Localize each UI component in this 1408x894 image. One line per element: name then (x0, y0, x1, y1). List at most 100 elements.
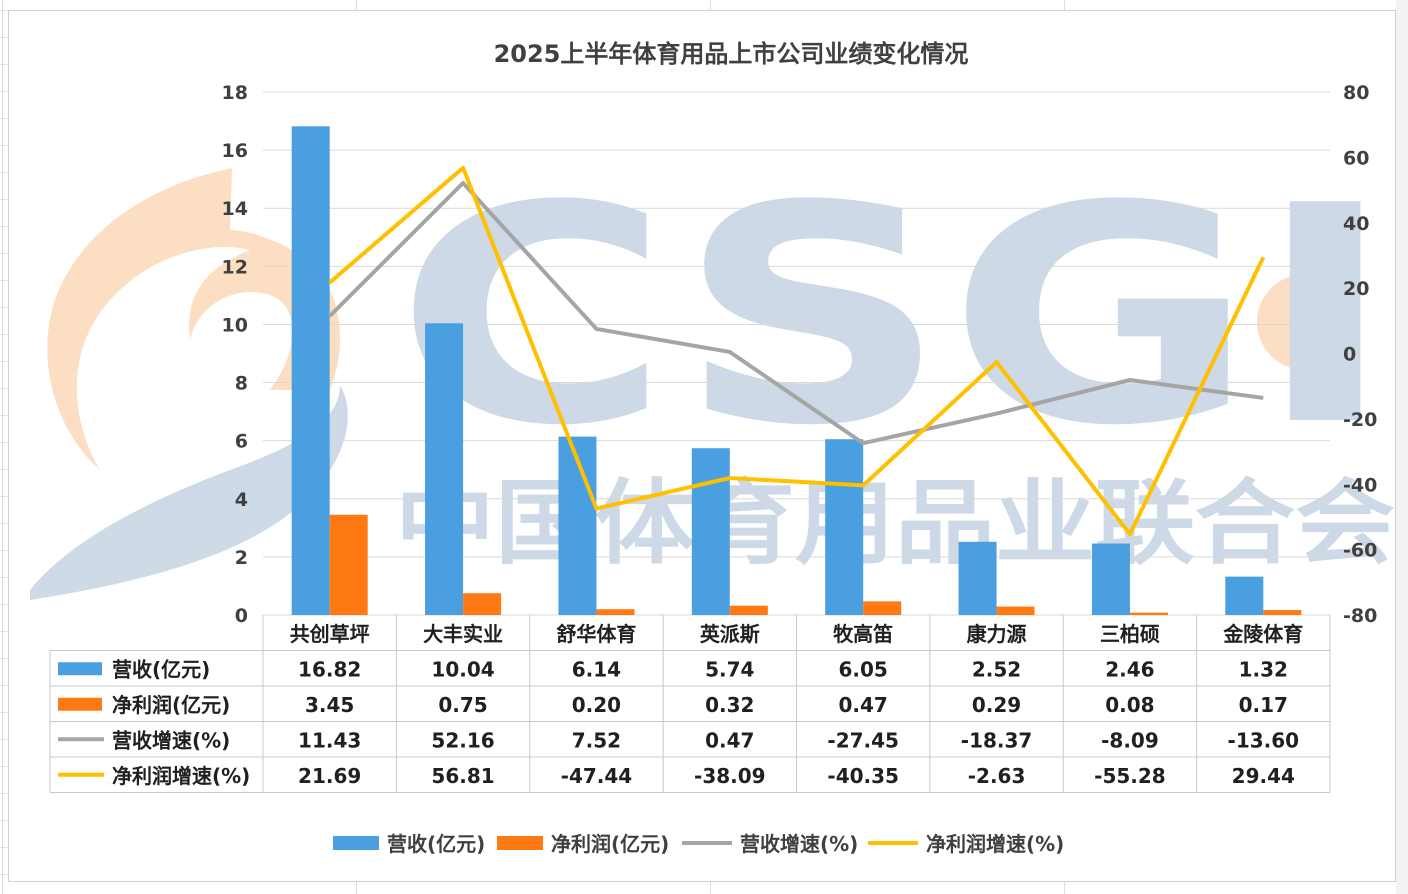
row-legend-key (58, 697, 102, 711)
left-axis-tick-label: 18 (222, 82, 248, 104)
net-profit-bar (1263, 610, 1302, 615)
right-axis-tick-label: -40 (1343, 474, 1377, 496)
watermark-wave (30, 385, 348, 600)
net-profit-growth-line (328, 165, 1266, 537)
net-profit-bar (329, 514, 368, 615)
right-axis-tick-label: 40 (1343, 213, 1369, 235)
table-cell: 16.82 (298, 657, 361, 681)
category-label: 牧高笛 (833, 622, 893, 646)
row-series-name: 净利润增速(%) (112, 764, 250, 788)
net-profit-bar (596, 609, 635, 615)
revenue-bar (291, 126, 330, 615)
left-axis-tick-label: 10 (222, 314, 248, 336)
watermark-org-text: 中国体育用品业联合会 (395, 470, 1395, 577)
chart-title: 2025上半年体育用品上市公司业绩变化情况 (494, 40, 969, 68)
table-cell: 3.45 (305, 693, 354, 717)
right-axis-ticks: -80 -60 -40 -20 0 20 40 60 80 (1343, 82, 1377, 627)
table-cell: 0.20 (572, 693, 621, 717)
right-axis-tick-label: 80 (1343, 82, 1369, 104)
left-axis-tick-label: 6 (235, 431, 248, 453)
table-cell: -2.63 (968, 764, 1026, 788)
row-series-name: 净利润(亿元) (112, 693, 230, 717)
table-cell: -40.35 (827, 764, 899, 788)
right-axis-tick-label: 0 (1343, 344, 1356, 366)
table-cell: -27.45 (827, 728, 899, 752)
category-label: 康力源 (967, 622, 1027, 646)
net-profit-bar (996, 606, 1035, 615)
row-series-name: 营收(亿元) (112, 657, 210, 681)
table-cell: 1.32 (1239, 657, 1288, 681)
left-axis-tick-label: 14 (222, 198, 248, 220)
category-label: 大丰实业 (423, 622, 503, 646)
table-cell: 5.74 (705, 657, 754, 681)
table-cell: -13.60 (1228, 728, 1300, 752)
table-cell: -38.09 (694, 764, 766, 788)
table-cell: -47.44 (561, 764, 633, 788)
table-cell: 2.46 (1105, 657, 1154, 681)
table-cell: -55.28 (1094, 764, 1166, 788)
table-cell: 10.04 (431, 657, 494, 681)
legend-key (497, 836, 543, 850)
net-profit-bar (1129, 612, 1168, 615)
legend-label: 净利润增速(%) (926, 832, 1064, 856)
lines (328, 165, 1266, 537)
left-axis-ticks: 0 2 4 6 8 10 12 14 16 18 (222, 82, 248, 627)
table-cell: -18.37 (961, 728, 1033, 752)
watermark-dot (1257, 274, 1353, 370)
legend-label: 净利润(亿元) (551, 832, 669, 856)
table-cell: 7.52 (572, 728, 621, 752)
revenue-bar (958, 541, 997, 615)
category-label: 三柏硕 (1100, 622, 1160, 646)
table-cell: 0.08 (1105, 693, 1154, 717)
left-axis-tick-label: 0 (235, 605, 248, 627)
revenue-bar (1225, 576, 1264, 615)
revenue-bar (825, 439, 864, 615)
net-profit-bar (729, 605, 768, 615)
revenue-bar (691, 448, 730, 615)
left-axis-tick-label: 2 (235, 547, 248, 569)
category-label: 英派斯 (700, 622, 760, 646)
right-axis-tick-label: -20 (1343, 409, 1377, 431)
category-label: 金陵体育 (1222, 622, 1303, 646)
revenue-growth-line (328, 181, 1264, 446)
category-label: 舒华体育 (556, 622, 636, 646)
table-cell: 6.05 (839, 657, 888, 681)
left-axis-tick-label: 12 (222, 256, 248, 278)
legend-key (333, 836, 379, 850)
bars (291, 126, 1302, 615)
table-cell: 56.81 (431, 764, 494, 788)
right-axis-tick-label: 60 (1343, 147, 1369, 169)
csgi-watermark: CSGI 中国体育用品业联合会 (30, 142, 1395, 600)
left-axis-tick-label: 16 (222, 140, 248, 162)
legend-label: 营收(亿元) (387, 832, 485, 856)
legend-label: 营收增速(%) (740, 832, 858, 856)
watermark-swirl (47, 168, 340, 470)
table-cell: 0.32 (705, 693, 754, 717)
left-axis-tick-label: 8 (235, 373, 248, 395)
left-axis-tick-label: 4 (235, 489, 248, 511)
net-profit-bar (863, 601, 902, 615)
table-cell: 52.16 (431, 728, 494, 752)
row-legend-key (58, 662, 102, 676)
table-cell: 0.47 (705, 728, 754, 752)
table-cell: 29.44 (1232, 764, 1295, 788)
revenue-bar (1091, 543, 1130, 615)
chart-area[interactable] (8, 10, 1396, 882)
table-cell: 0.75 (438, 693, 487, 717)
right-axis-tick-label: -80 (1343, 605, 1377, 627)
right-axis-tick-label: -60 (1343, 540, 1377, 562)
table-cell: 2.52 (972, 657, 1021, 681)
revenue-bar (558, 436, 597, 615)
spreadsheet-right-margin (1396, 0, 1408, 894)
category-label: 共创草坪 (290, 622, 370, 646)
table-cell: 0.17 (1239, 693, 1288, 717)
legend: 营收(亿元) 净利润(亿元) 营收增速(%) 净利润增速(%) (333, 832, 1064, 856)
revenue-bar (425, 323, 464, 615)
table-cell: 6.14 (572, 657, 621, 681)
table-cell: 11.43 (298, 728, 361, 752)
table-cell: 0.29 (972, 693, 1021, 717)
table-cell: 21.69 (298, 764, 361, 788)
table-cell: -8.09 (1101, 728, 1159, 752)
